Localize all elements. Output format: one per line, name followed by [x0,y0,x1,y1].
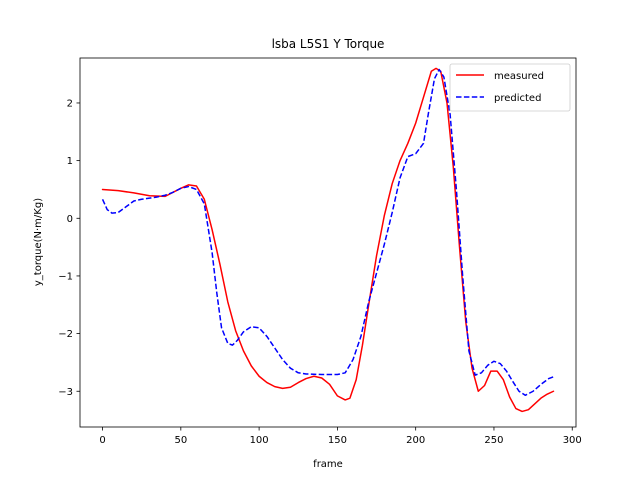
legend: measured predicted [449,63,571,112]
y-axis: −3 −2 −1 0 1 2 [58,98,80,398]
y-axis-label: y_torque(N·m/Kg) [33,198,44,286]
y-tick-label: −2 [58,329,73,340]
plot-area [101,67,555,413]
x-tick-label: 100 [250,435,269,446]
x-tick-label: 50 [174,435,187,446]
axes-frame [79,57,577,428]
y-tick-label: −1 [58,271,73,282]
x-tick-label: 300 [563,435,582,446]
y-tick-label: 1 [67,156,73,167]
x-tick-label: 0 [99,435,105,446]
y-tick-label: −3 [58,387,73,398]
x-axis-label: frame [313,459,343,470]
x-tick-label: 150 [328,435,347,446]
legend-label-predicted: predicted [494,93,541,104]
y-tick-label: 2 [67,98,73,109]
series-line-measured [101,67,555,413]
y-tick-label: 0 [67,214,73,225]
x-axis: 0 50 100 150 200 250 300 [99,427,582,446]
legend-label-measured: measured [494,71,544,82]
series-layer [101,67,555,413]
x-tick-label: 200 [406,435,425,446]
chart-title: lsba L5S1 Y Torque [272,37,385,51]
series-line-predicted [101,68,554,397]
x-tick-label: 250 [484,435,503,446]
